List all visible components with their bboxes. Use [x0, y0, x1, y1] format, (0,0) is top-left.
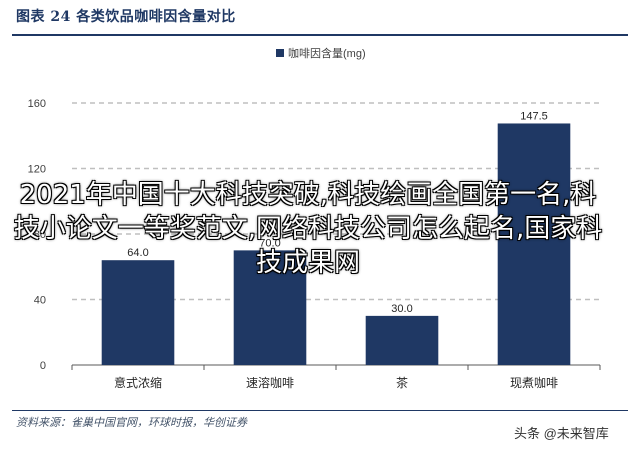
data-source: 资料来源：雀巢中国官网，环球时报，华创证券	[16, 416, 247, 429]
footer-divider	[12, 410, 628, 411]
bar	[497, 123, 571, 365]
data-label: 30.0	[391, 303, 412, 315]
legend-label: 咖啡因含量(mg)	[288, 46, 366, 60]
bar	[101, 260, 175, 365]
y-tick-label: 40	[34, 295, 46, 307]
y-tick-label: 0	[40, 360, 46, 372]
figure-title: 图表 24 各类饮品咖啡因含量对比	[16, 9, 236, 25]
legend-swatch	[276, 49, 284, 57]
watermark: 头条 @未来智库	[514, 426, 609, 441]
bar-chart: 0 40 80 120 160 意式浓缩 64.0 速溶咖啡 70.0 茶 30.0 现煮咖啡 147.…	[28, 46, 601, 390]
overlay-caption: 2021年中国十大科技突破,科技绘画全国第一名,科技小论文一等奖范文,网络科技公…	[13, 180, 603, 278]
y-tick-label: 120	[28, 164, 46, 176]
y-tick-label: 160	[28, 98, 46, 110]
x-tick-label: 现煮咖啡	[510, 375, 558, 390]
data-label: 64.0	[127, 247, 148, 259]
bar	[365, 315, 439, 365]
y-tick-label: 80	[34, 229, 46, 241]
data-label: 70.0	[259, 237, 280, 249]
x-tick-label: 茶	[396, 375, 408, 390]
x-tick-label: 速溶咖啡	[246, 375, 294, 390]
data-label: 147.5	[520, 110, 548, 122]
chart-frame: 0 40 80 120 160 意式浓缩 64.0 速溶咖啡 70.0 茶 30.0 现煮咖啡 147.…	[12, 36, 628, 409]
report-header: 图表 24 各类饮品咖啡因含量对比	[12, 0, 628, 36]
x-tick-label: 意式浓缩	[114, 375, 162, 390]
bar	[233, 250, 307, 365]
